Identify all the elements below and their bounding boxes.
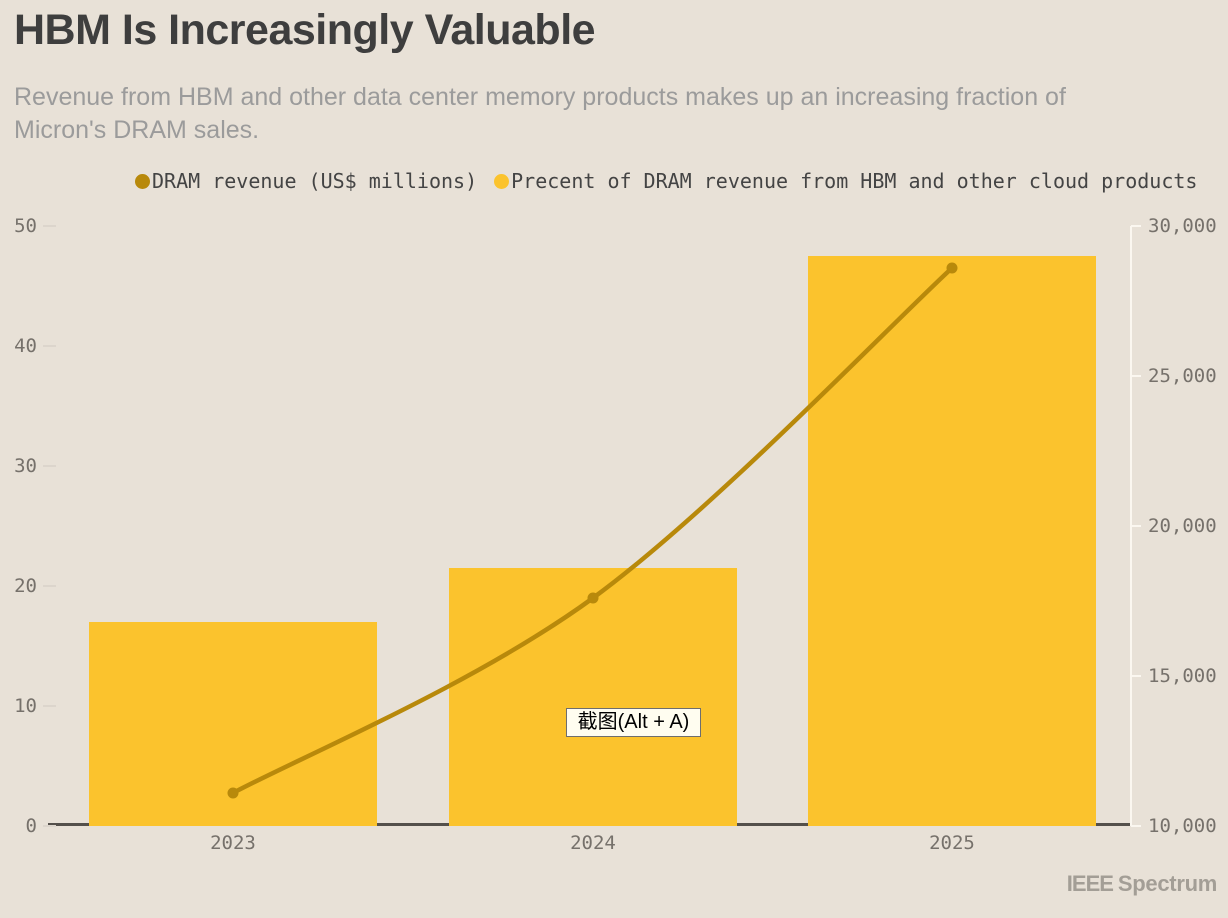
y-axis-label-left: 0 — [25, 815, 37, 837]
y-axis-label-left: 50 — [14, 215, 37, 237]
legend-item-label: DRAM revenue (US$ millions) — [152, 169, 478, 193]
x-axis-label-2023: 2023 — [210, 832, 256, 854]
chart-title: HBM Is Increasingly Valuable — [14, 6, 596, 54]
y-axis-label-right: 15,000 — [1148, 665, 1217, 687]
legend: DRAM revenue (US$ millions) Precent of DR… — [135, 168, 1197, 194]
y-axis-tick-left — [43, 225, 56, 227]
y-axis-tick-right — [1131, 525, 1141, 527]
legend-swatch-icon — [135, 173, 150, 189]
y-axis-label-right: 20,000 — [1148, 515, 1217, 537]
x-axis-label-2024: 2024 — [570, 832, 616, 854]
y-axis-label-left: 40 — [14, 335, 37, 357]
brand-ieee: IEEE — [1066, 871, 1114, 896]
bar-2023 — [89, 622, 377, 826]
legend-swatch-icon — [494, 173, 510, 189]
brand-spectrum: Spectrum — [1117, 871, 1217, 896]
bar-2024 — [449, 568, 737, 826]
y-axis-label-right: 10,000 — [1148, 815, 1217, 837]
y-axis-tick-right — [1131, 225, 1141, 227]
ieee-spectrum-logo: IEEE Spectrum — [1066, 871, 1218, 897]
legend-item-label: Precent of DRAM revenue from HBM and oth… — [511, 169, 1198, 193]
chart-subtitle: Revenue from HBM and other data center m… — [14, 83, 1066, 144]
y-axis-tick-left — [43, 465, 56, 467]
y-axis-tick-right — [1131, 675, 1141, 677]
y-axis-label-left: 10 — [14, 695, 37, 717]
y-axis-label-right: 25,000 — [1148, 365, 1217, 387]
y-axis-tick-left — [43, 345, 56, 347]
legend-item: DRAM revenue (US$ millions) — [135, 169, 477, 193]
y-axis-tick-left — [43, 825, 56, 827]
screenshot-hint-overlay[interactable]: 截图(Alt + A) — [566, 708, 701, 737]
y-axis-tick-left — [43, 585, 56, 587]
x-axis-label-2025: 2025 — [929, 832, 975, 854]
y-axis-tick-left — [43, 705, 56, 707]
y-axis-label-right: 30,000 — [1148, 215, 1217, 237]
y-axis-label-left: 30 — [14, 455, 37, 477]
y-axis-tick-right — [1131, 375, 1141, 377]
bar-2025 — [808, 256, 1096, 826]
y-axis-label-left: 20 — [14, 575, 37, 597]
y-axis-tick-right — [1131, 825, 1141, 827]
legend-item: Precent of DRAM revenue from HBM and oth… — [494, 169, 1197, 193]
